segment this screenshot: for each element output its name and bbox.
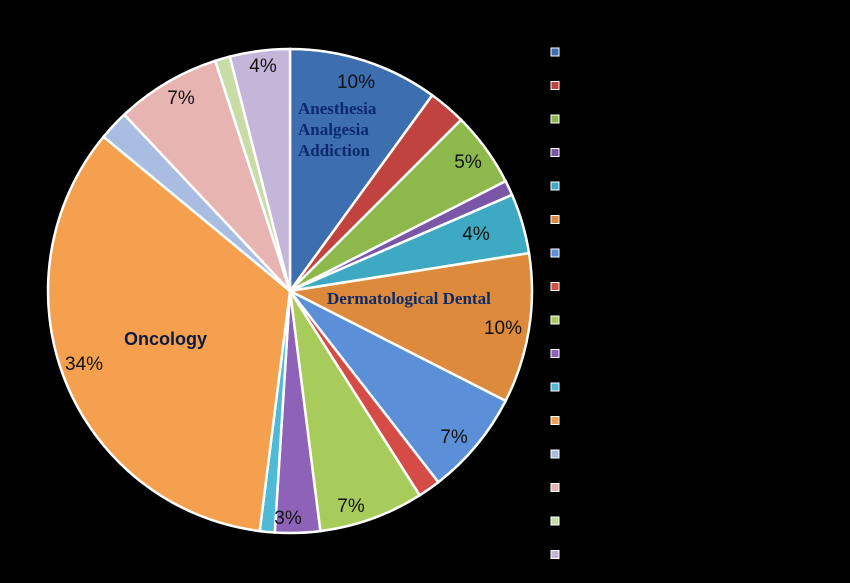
- value-label-5: 10%: [484, 318, 522, 339]
- category-label-oncology: Oncology: [124, 329, 207, 349]
- legend-swatch-0: [550, 47, 560, 57]
- legend-swatch-2: [550, 114, 560, 124]
- legend-swatch-4: [550, 181, 560, 191]
- value-label-6: 7%: [440, 427, 468, 448]
- legend-swatch-11: [550, 416, 560, 425]
- legend-swatch-14: [550, 516, 560, 526]
- legend-swatch-15: [550, 550, 560, 559]
- category-label-anesthesia: Anesthesia Analgesia Addiction: [298, 99, 377, 160]
- pie-slice-11: [46, 134, 292, 533]
- legend-swatch-3: [550, 148, 560, 157]
- legend: [550, 47, 560, 559]
- legend-swatch-6: [550, 248, 560, 258]
- legend-swatch-10: [550, 382, 560, 392]
- value-label-13: 7%: [167, 88, 195, 109]
- legend-swatch-9: [550, 349, 560, 358]
- value-label-9: 3%: [274, 508, 302, 529]
- pie-slice-15: [228, 47, 292, 292]
- value-label-15: 4%: [249, 56, 277, 77]
- pie-slices: [46, 47, 534, 535]
- legend-swatch-8: [550, 315, 560, 325]
- pie-slice-8: [288, 290, 422, 533]
- legend-swatch-12: [550, 449, 560, 459]
- value-label-4: 4%: [462, 224, 490, 245]
- value-label-8: 7%: [337, 496, 365, 517]
- pie-slice-13: [122, 59, 292, 292]
- legend-swatch-5: [550, 215, 560, 224]
- value-labels: 10% 5% 4% 10% 7% 7% 3% 34% 7% 4%: [65, 56, 522, 529]
- legend-swatch-13: [550, 483, 560, 492]
- value-label-2: 5%: [454, 152, 482, 173]
- pie-slice-0: [288, 47, 434, 295]
- pie-slice-6: [289, 289, 508, 484]
- legend-swatch-7: [550, 282, 560, 291]
- category-label-dermatological-dental: Dermatological Dental: [327, 289, 491, 308]
- legend-swatch-1: [550, 81, 560, 90]
- value-label-0: 10%: [337, 72, 375, 93]
- pie-slice-5: [286, 251, 534, 403]
- value-label-11: 34%: [65, 354, 103, 375]
